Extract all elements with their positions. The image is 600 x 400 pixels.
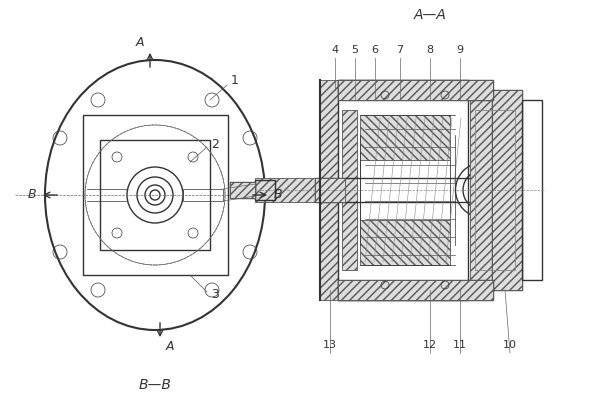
Text: A: A [136,36,144,50]
Bar [338,80,468,300]
Bar [183,189,223,201]
Text: 5: 5 [352,45,359,55]
Text: 3: 3 [211,288,219,302]
Bar [492,90,522,290]
Text: 6: 6 [371,45,379,55]
Text: 2: 2 [211,138,219,152]
Bar [470,100,492,280]
Bar [320,80,338,300]
Text: B—B: B—B [139,378,172,392]
Bar [475,110,515,270]
Bar [342,110,357,270]
Text: B: B [28,188,37,202]
Bar [360,115,450,265]
Bar [338,80,493,100]
Bar [230,182,255,198]
Bar [360,160,450,220]
Text: 4: 4 [331,45,338,55]
Text: 10: 10 [503,340,517,350]
Bar [338,280,493,300]
Bar [492,90,522,290]
Text: 13: 13 [323,340,337,350]
Text: 12: 12 [423,340,437,350]
Bar [315,178,345,202]
Bar [475,110,515,270]
Text: 1: 1 [231,74,239,86]
Bar [230,182,255,198]
Bar [315,178,515,202]
Text: 11: 11 [453,340,467,350]
Text: 7: 7 [397,45,404,55]
Bar [255,180,275,200]
Bar [522,100,542,280]
Bar [255,178,315,202]
Bar [338,280,493,300]
Text: 8: 8 [427,45,434,55]
Bar [338,80,493,100]
Text: A—A: A—A [413,8,446,22]
Text: B: B [274,188,283,202]
Text: 9: 9 [457,45,464,55]
Bar [83,115,227,275]
Text: A: A [166,340,174,354]
Bar [100,140,210,250]
